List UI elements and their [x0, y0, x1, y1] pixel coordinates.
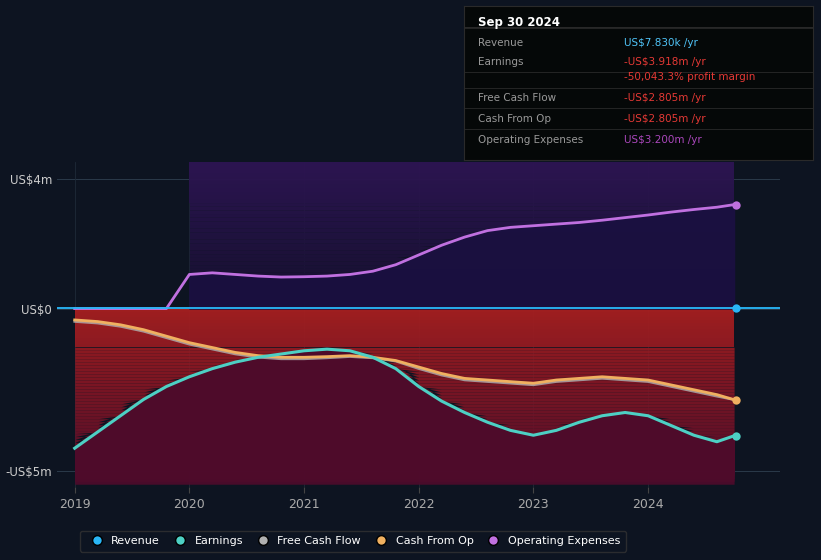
- Text: Cash From Op: Cash From Op: [478, 114, 551, 124]
- Text: Sep 30 2024: Sep 30 2024: [478, 16, 560, 29]
- Text: -US$3.918m /yr: -US$3.918m /yr: [624, 57, 706, 67]
- Text: Operating Expenses: Operating Expenses: [478, 134, 583, 144]
- Text: US$7.830k /yr: US$7.830k /yr: [624, 38, 698, 48]
- Text: US$3.200m /yr: US$3.200m /yr: [624, 134, 702, 144]
- Text: -US$2.805m /yr: -US$2.805m /yr: [624, 114, 706, 124]
- Text: -50,043.3% profit margin: -50,043.3% profit margin: [624, 72, 756, 82]
- Text: -US$2.805m /yr: -US$2.805m /yr: [624, 93, 706, 103]
- Text: Earnings: Earnings: [478, 57, 523, 67]
- Text: Revenue: Revenue: [478, 38, 523, 48]
- Legend: Revenue, Earnings, Free Cash Flow, Cash From Op, Operating Expenses: Revenue, Earnings, Free Cash Flow, Cash …: [80, 530, 626, 552]
- Text: Free Cash Flow: Free Cash Flow: [478, 93, 556, 103]
